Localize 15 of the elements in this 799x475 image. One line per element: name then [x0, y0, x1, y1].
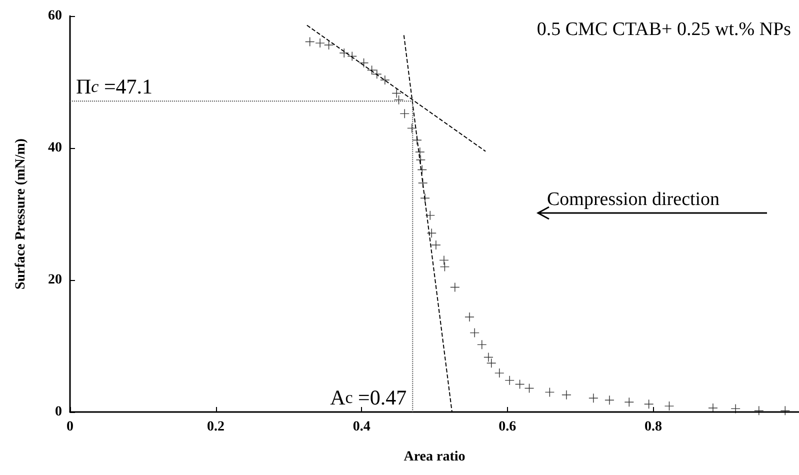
- annotation: 0.5 CMC CTAB+ 0.25 wt.% NPs: [536, 19, 792, 40]
- y-axis-title: Surface Pressure (mN/m): [14, 138, 28, 290]
- annotation: Ac =0.47: [330, 386, 407, 410]
- annotation: Πc =47.1: [76, 74, 153, 99]
- y-tick-label: 0: [55, 404, 62, 420]
- y-tick-label: 20: [48, 272, 62, 288]
- annotation: Compression direction: [547, 189, 720, 210]
- x-tick-label: 0.4: [352, 420, 370, 434]
- x-tick-label: 0.2: [207, 420, 225, 434]
- x-tick-label: 0.6: [498, 420, 516, 434]
- x-tick-label: 0: [66, 420, 74, 434]
- y-tick-label: 60: [48, 8, 62, 24]
- x-tick-label: 0.8: [644, 420, 662, 434]
- x-axis-title: Area ratio: [404, 450, 466, 464]
- y-tick-label: 40: [48, 140, 62, 156]
